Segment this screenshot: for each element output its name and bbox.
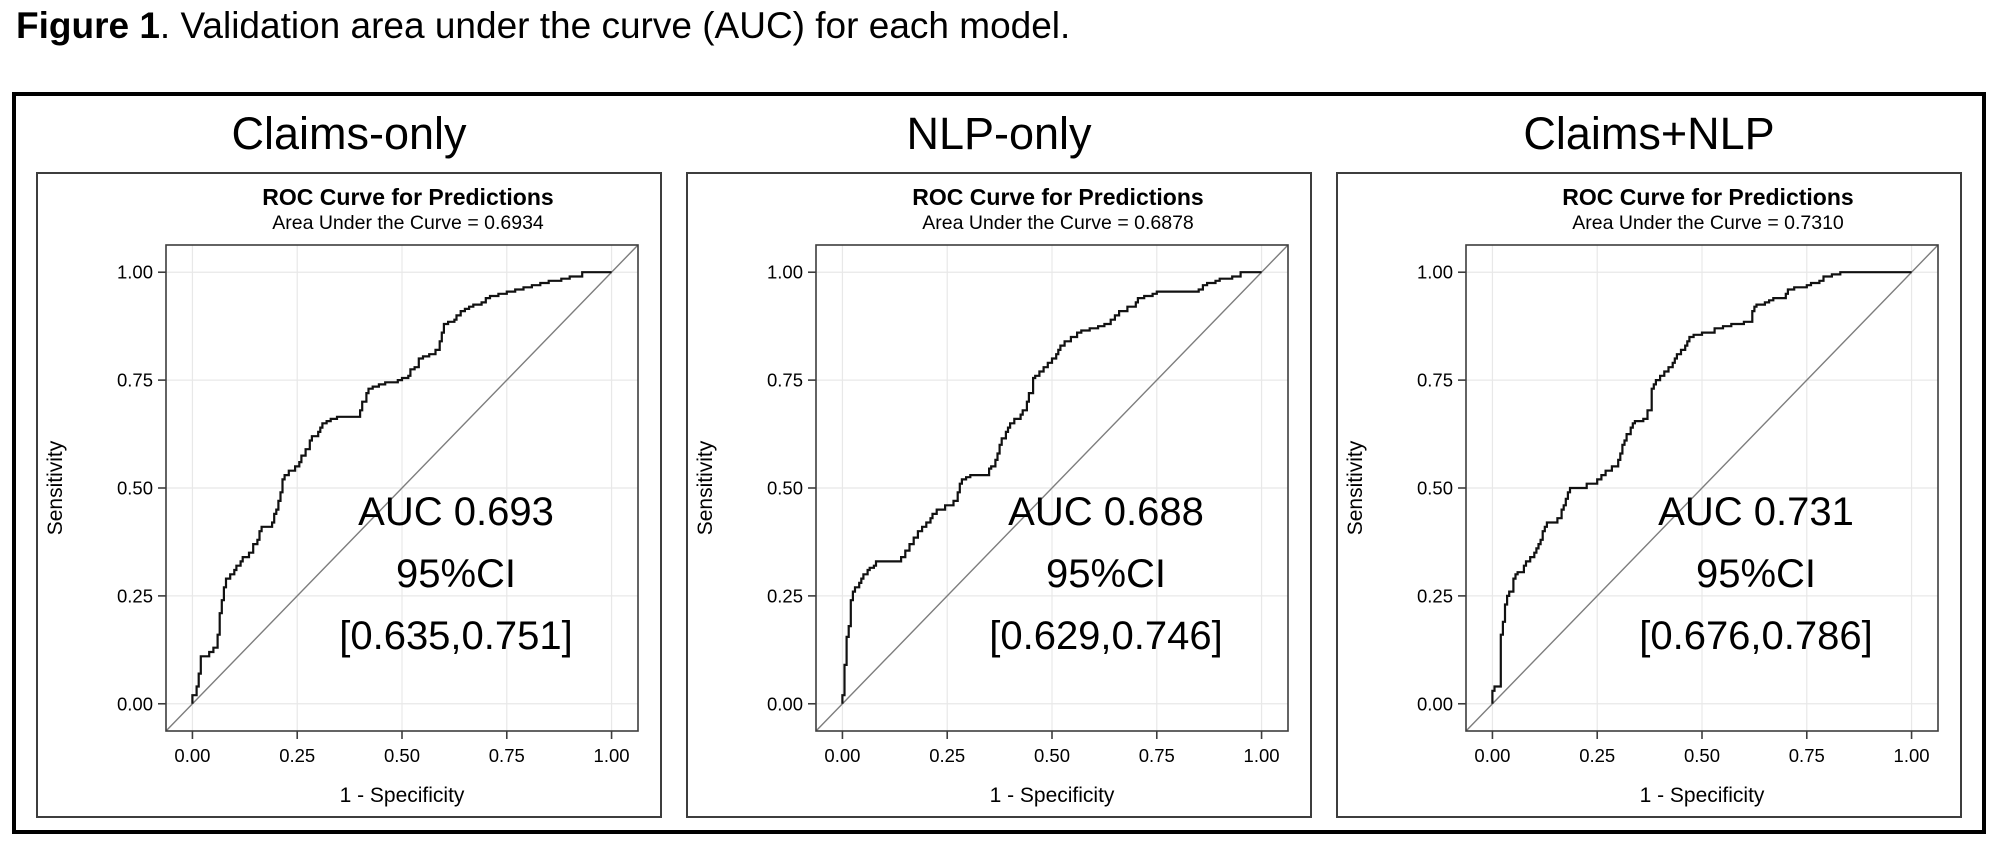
y-tick-label: 0.50 <box>1417 477 1453 498</box>
axis-ticks: 0.00 0.25 0.50 0.75 1.00 0.00 0.25 0.50 0.75 1.00 <box>1417 261 1930 765</box>
axis-ticks: 0.00 0.25 0.50 0.75 1.00 0.00 0.25 0.50 0.75 1.00 <box>117 261 630 765</box>
x-tick-label: 0.25 <box>1579 745 1615 766</box>
y-tick-label: 0.75 <box>767 369 803 390</box>
x-axis-label: 1 - Specificity <box>989 783 1115 807</box>
x-tick-label: 1.00 <box>1894 745 1930 766</box>
y-axis-label: Sensitivity <box>1344 440 1367 535</box>
plot-subtitle: Area Under the Curve = 0.7310 <box>1572 212 1844 235</box>
x-tick-label: 0.50 <box>1034 745 1070 766</box>
x-tick-label: 0.75 <box>1789 745 1825 766</box>
y-tick-label: 0.00 <box>117 693 153 714</box>
y-tick-label: 1.00 <box>117 261 153 282</box>
auc-annotation: AUC 0.693 95%CI [0.635,0.751] <box>271 481 641 667</box>
y-tick-label: 0.75 <box>117 369 153 390</box>
ci-interval: [0.676,0.786] <box>1639 613 1873 658</box>
plot-canvas: Sensitivity 0.00 0.25 0.50 0.75 1.00 0.00 0.25… <box>44 239 648 779</box>
x-tick-label: 1.00 <box>1244 745 1280 766</box>
x-tick-label: 0.25 <box>929 745 965 766</box>
y-tick-label: 1.00 <box>1417 261 1453 282</box>
x-tick-label: 0.00 <box>174 745 210 766</box>
x-tick-label: 0.25 <box>279 745 315 766</box>
diagonal-reference-line <box>1465 244 1939 732</box>
auc-annotation: AUC 0.731 95%CI [0.676,0.786] <box>1571 481 1941 667</box>
auc-value: AUC 0.688 <box>1008 489 1204 534</box>
plot-box: ROC Curve for Predictions Area Under the… <box>36 171 662 818</box>
x-tick-label: 0.00 <box>824 745 860 766</box>
y-tick-label: 0.75 <box>1417 369 1453 390</box>
plot-canvas: Sensitivity 0.00 0.25 0.50 0.75 1.00 0.00 0.25… <box>694 239 1298 779</box>
plot-subtitle: Area Under the Curve = 0.6934 <box>272 212 544 235</box>
x-tick-label: 1.00 <box>594 745 630 766</box>
diagonal-reference-line <box>815 244 1289 732</box>
plot-box: ROC Curve for Predictions Area Under the… <box>1336 171 1962 818</box>
ci-interval: [0.629,0.746] <box>989 613 1223 658</box>
roc-curve <box>1491 270 1912 704</box>
figure-box: Claims-only ROC Curve for Predictions Ar… <box>12 92 1986 834</box>
roc-curve <box>841 270 1262 704</box>
ci-label: 95%CI <box>395 551 517 596</box>
plot-box: ROC Curve for Predictions Area Under the… <box>686 171 1312 818</box>
y-tick-label: 0.00 <box>767 693 803 714</box>
y-tick-label: 1.00 <box>767 261 803 282</box>
plot-title: ROC Curve for Predictions <box>1562 183 1854 210</box>
panel-header: Claims+NLP <box>1523 108 1775 159</box>
auc-value: AUC 0.693 <box>358 489 554 534</box>
plot-title: ROC Curve for Predictions <box>262 183 554 210</box>
x-tick-label: 0.75 <box>489 745 525 766</box>
y-axis-label: Sensitivity <box>44 440 67 535</box>
axis-ticks: 0.00 0.25 0.50 0.75 1.00 0.00 0.25 0.50 0.75 1.00 <box>767 261 1280 765</box>
figure-caption: Figure 1. Validation area under the curv… <box>16 2 1070 50</box>
panel-claims-only: Claims-only ROC Curve for Predictions Ar… <box>36 100 662 818</box>
roc-plot-svg: 0.00 0.25 0.50 0.75 1.00 0.00 0.25 0.50 0.75 1.00 <box>1417 243 1939 766</box>
y-tick-label: 0.25 <box>1417 585 1453 606</box>
roc-plot-svg: 0.00 0.25 0.50 0.75 1.00 0.00 0.25 0.50 0.75 1.00 <box>767 243 1289 766</box>
x-tick-label: 0.50 <box>384 745 420 766</box>
panel-header: Claims-only <box>231 108 467 159</box>
roc-plot-svg: 0.00 0.25 0.50 0.75 1.00 0.00 0.25 0.50 0.75 1.00 <box>117 243 639 766</box>
ci-label: 95%CI <box>1695 551 1817 596</box>
ci-interval: [0.635,0.751] <box>339 613 573 658</box>
diagonal-reference-line <box>165 244 639 732</box>
figure-caption-number: Figure 1 <box>16 5 160 46</box>
panel-nlp-only: NLP-only ROC Curve for Predictions Area … <box>686 100 1312 818</box>
plot-title: ROC Curve for Predictions <box>912 183 1204 210</box>
x-tick-label: 0.50 <box>1684 745 1720 766</box>
plot-canvas: Sensitivity 0.00 0.25 0.50 0.75 1.00 0.00 0.25… <box>1344 239 1948 779</box>
y-tick-label: 0.50 <box>117 477 153 498</box>
y-tick-label: 0.50 <box>767 477 803 498</box>
auc-annotation: AUC 0.688 95%CI [0.629,0.746] <box>921 481 1291 667</box>
roc-curve <box>191 270 612 704</box>
y-tick-label: 0.25 <box>767 585 803 606</box>
plot-subtitle: Area Under the Curve = 0.6878 <box>922 212 1194 235</box>
auc-value: AUC 0.731 <box>1658 489 1854 534</box>
x-axis-label: 1 - Specificity <box>1639 783 1765 807</box>
x-tick-label: 0.75 <box>1139 745 1175 766</box>
panel-claims-plus-nlp: Claims+NLP ROC Curve for Predictions Are… <box>1336 100 1962 818</box>
x-axis-label: 1 - Specificity <box>339 783 465 807</box>
y-tick-label: 0.25 <box>117 585 153 606</box>
x-tick-label: 0.00 <box>1474 745 1510 766</box>
y-tick-label: 0.00 <box>1417 693 1453 714</box>
figure-caption-text: . Validation area under the curve (AUC) … <box>159 5 1071 46</box>
y-axis-label: Sensitivity <box>694 440 717 535</box>
panel-header: NLP-only <box>906 108 1092 159</box>
ci-label: 95%CI <box>1045 551 1167 596</box>
